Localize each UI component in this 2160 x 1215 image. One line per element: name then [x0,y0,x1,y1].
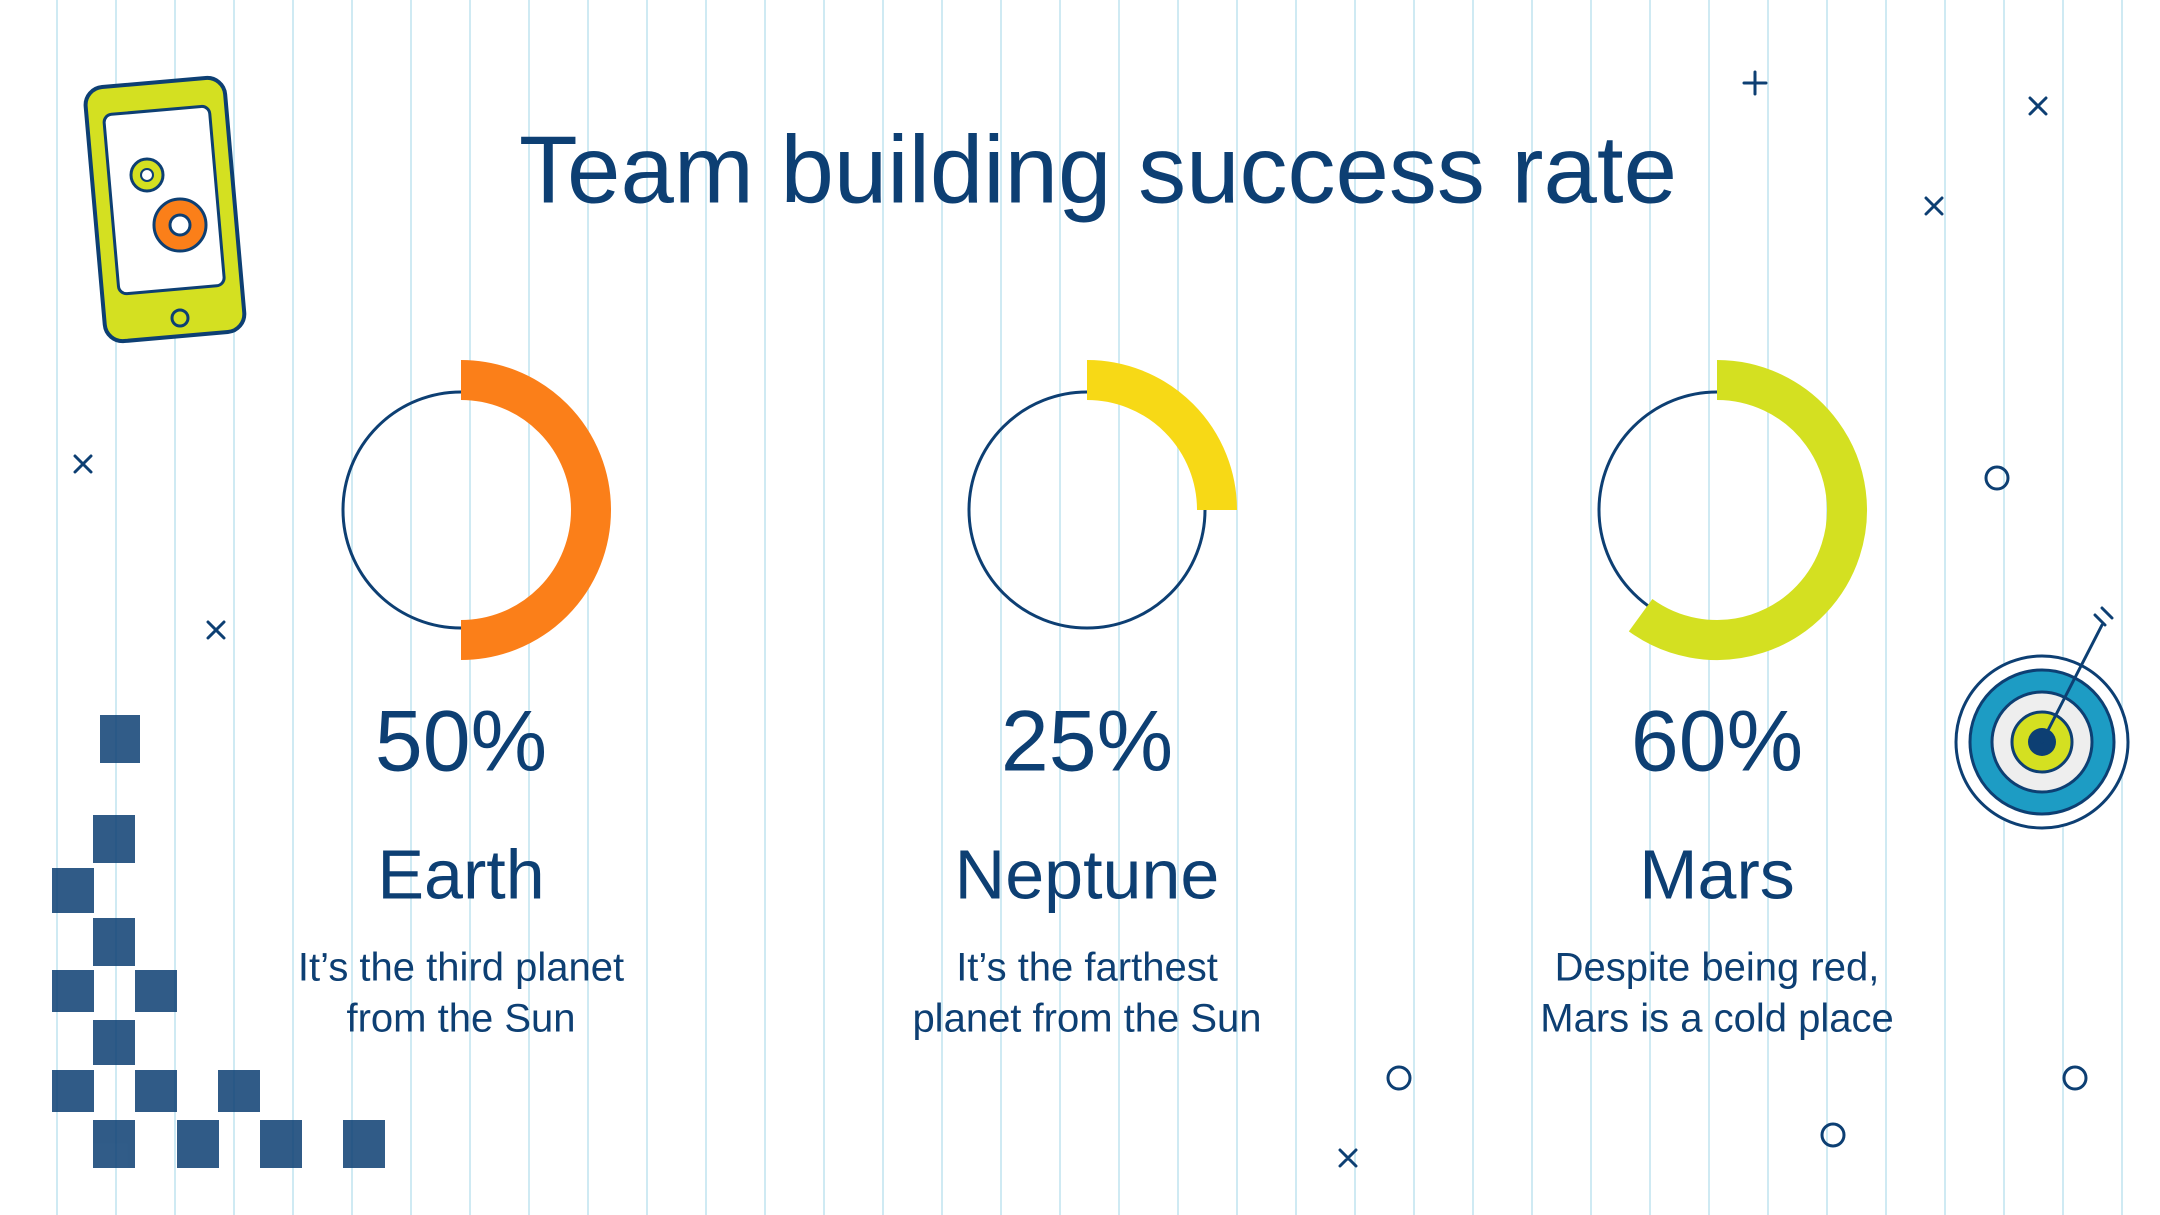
item-description: planet from the Sun [912,997,1261,1041]
value-label: 50% [375,694,547,790]
decorations [52,70,2130,1168]
item-description: Mars is a cold place [1540,997,1893,1041]
background-lines [56,0,2123,1215]
item-description: It’s the farthest [956,946,1218,990]
slide-title: Team building success rate [519,116,1677,223]
value-label: 60% [1631,694,1803,790]
value-label: 25% [1001,694,1173,790]
item-description: It’s the third planet [298,946,624,990]
donut-arc [1628,360,1867,660]
item-title: Neptune [955,835,1220,913]
item-description: Despite being red, [1555,946,1880,990]
item-title: Mars [1639,835,1795,913]
donut-arc [460,360,611,660]
item-title: Earth [377,835,544,913]
donut-arc [1086,360,1237,511]
item-description: from the Sun [346,997,575,1041]
